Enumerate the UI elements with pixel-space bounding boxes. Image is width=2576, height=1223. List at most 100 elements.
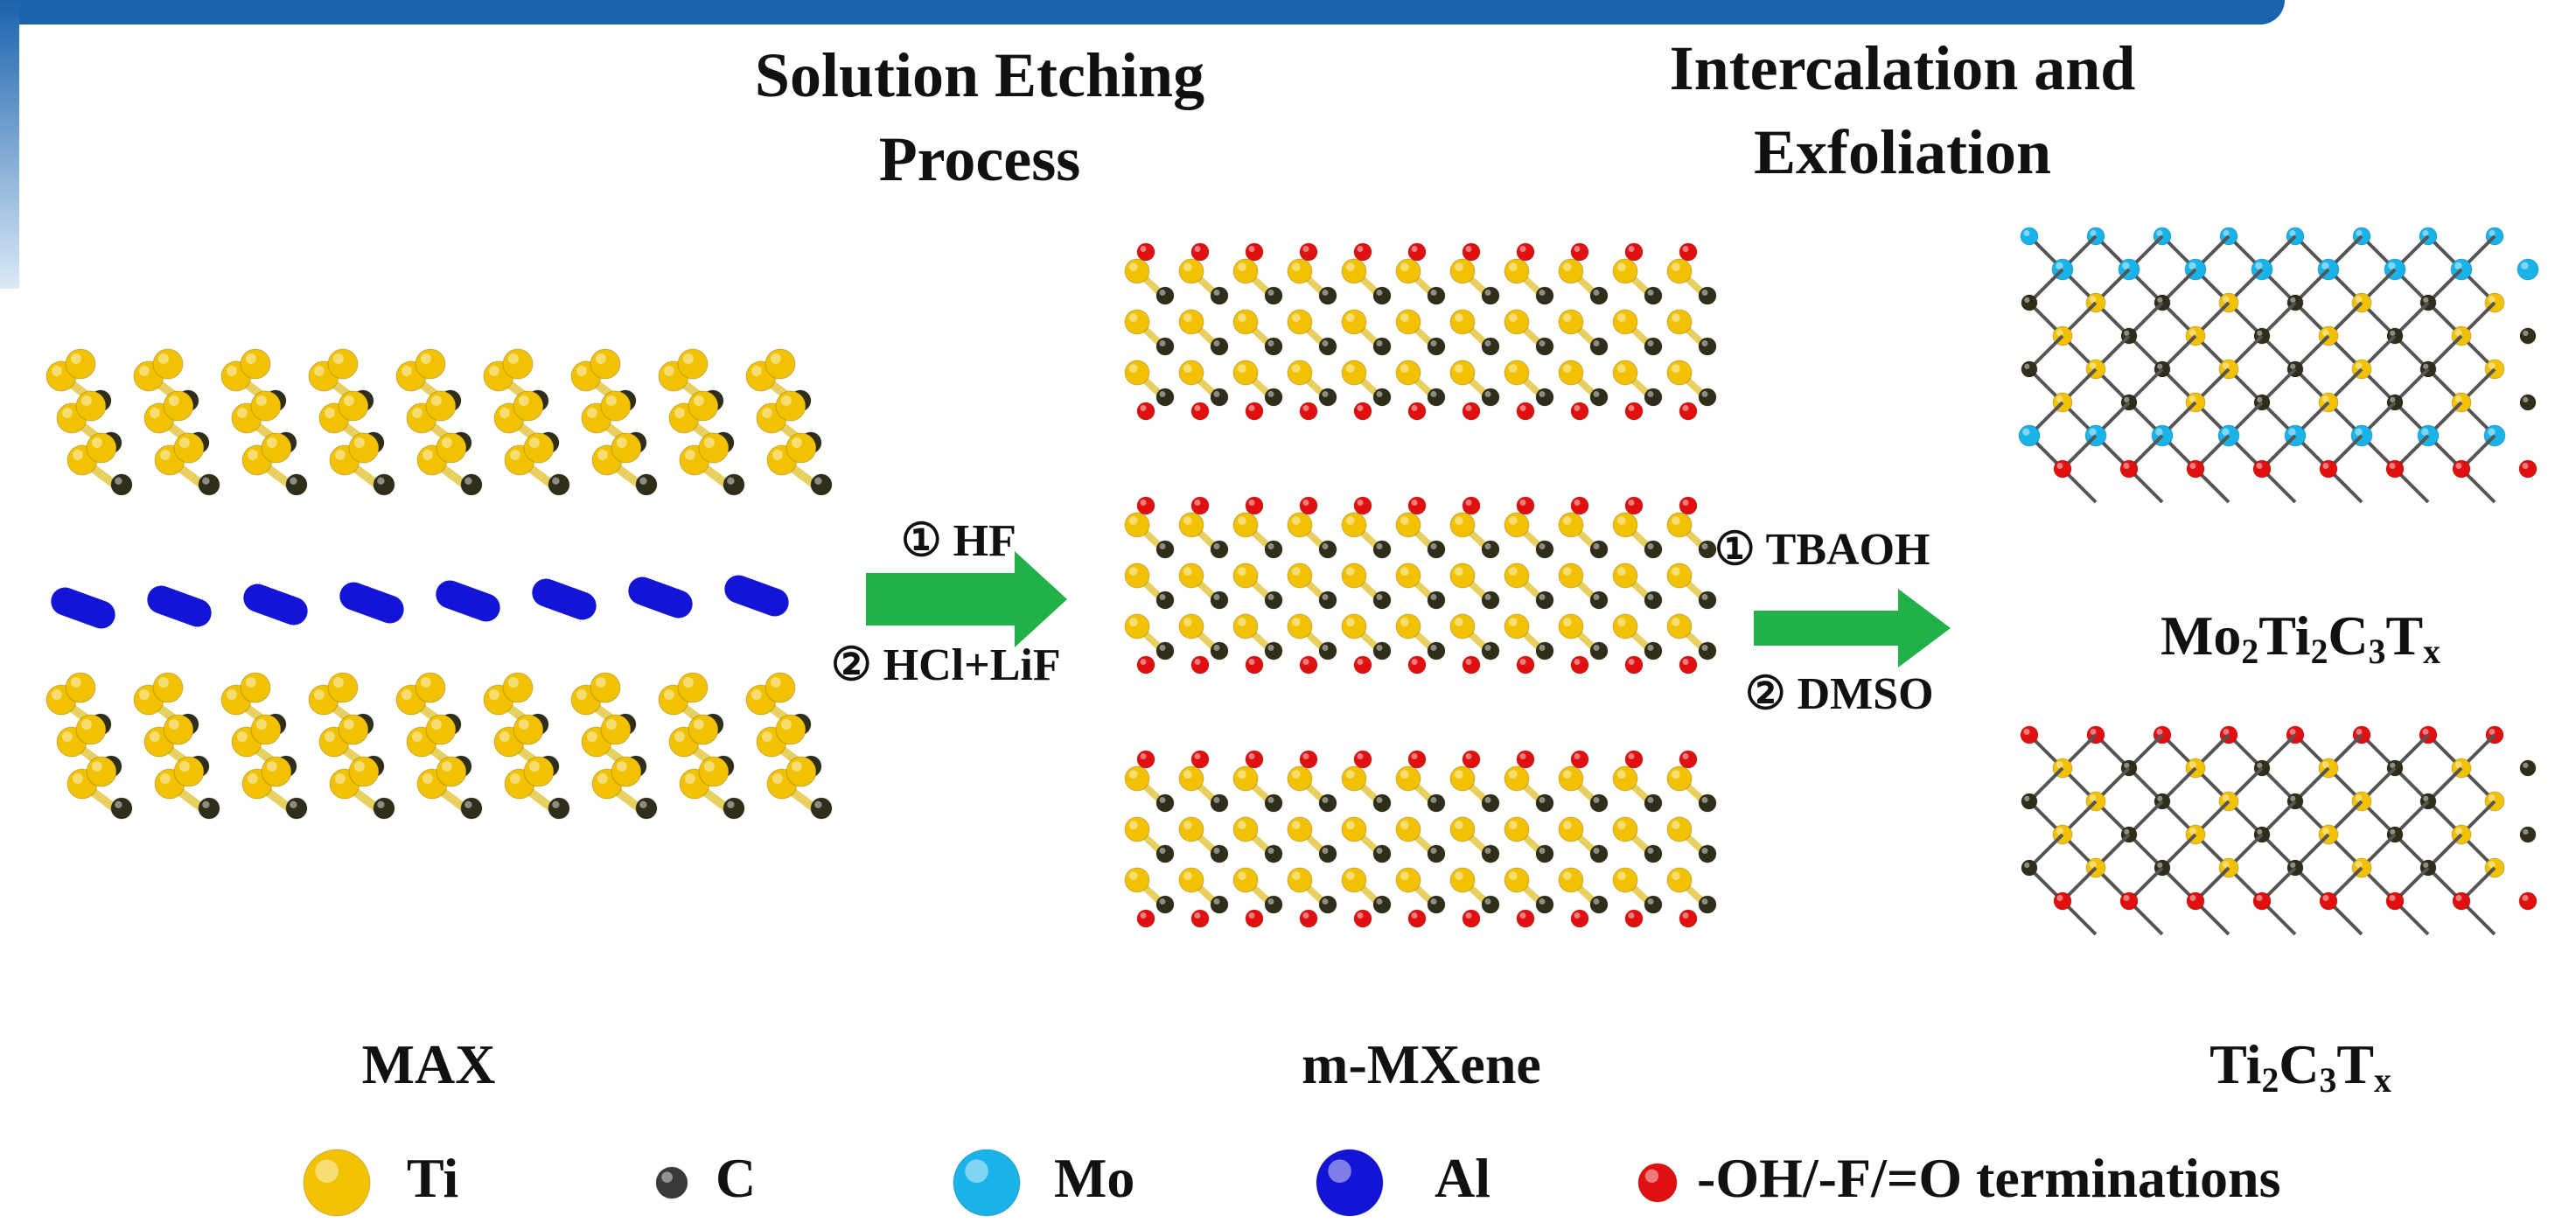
max-ti-atom — [240, 672, 271, 703]
ti2c3tx-lattice — [2020, 725, 2538, 936]
ti2c3tx-atom-highlight — [2124, 828, 2130, 835]
mxene-carbon-atom — [1589, 286, 1609, 305]
mxene-termination-atom — [1624, 496, 1644, 515]
mxene-carbon-atom — [1481, 641, 1500, 660]
mxene-carbon-atom-highlight — [1701, 594, 1708, 600]
mo2ti2c3tx-atom-highlight — [2157, 297, 2163, 303]
mxene-carbon-atom — [1372, 895, 1392, 914]
mxene-termination-atom — [1679, 496, 1698, 515]
mxene-ti-atom-highlight — [1616, 871, 1626, 880]
mxene-ti-atom — [1232, 512, 1259, 538]
step2-reagent-2: ② DMSO — [1745, 669, 1934, 719]
mxene-ti-atom-highlight — [1345, 618, 1355, 626]
mo2ti2c3tx-atom-highlight — [2290, 363, 2296, 369]
mxene-ti-atom — [1504, 258, 1530, 284]
max-carbon-atom — [723, 797, 745, 820]
mxene-carbon-atom-highlight — [1267, 645, 1274, 651]
ti2c3tx-atom-highlight — [2257, 762, 2263, 768]
max-carbon-atom-highlight — [639, 477, 647, 485]
mo2ti2c3tx-atom-highlight — [2222, 428, 2230, 436]
mxene-ti-atom-highlight — [1237, 567, 1246, 576]
ti2c3tx-atom-highlight — [2056, 828, 2063, 835]
max-ti-atom-highlight — [597, 450, 608, 460]
max-ti-atom-highlight — [80, 719, 92, 730]
max-ti-atom-highlight — [509, 450, 520, 460]
mxene-termination-atom — [1407, 655, 1427, 674]
mxene-termination-atom — [1624, 242, 1644, 262]
ti2c3tx-atom-highlight — [2157, 862, 2163, 868]
ti2c3tx-atom — [2021, 793, 2038, 810]
mxene-termination-atom-highlight — [1411, 405, 1418, 411]
mxene-ti-atom — [1124, 360, 1150, 386]
max-ti-atom — [600, 714, 632, 745]
mxene-termination-atom-highlight — [1628, 405, 1635, 411]
mxene-termination-atom-highlight — [1411, 659, 1418, 665]
mxene-termination-atom-highlight — [1194, 405, 1201, 411]
max-ti-atom-highlight — [684, 773, 695, 784]
mxene-termination-atom-highlight — [1194, 912, 1201, 919]
mxene-termination-atom — [1570, 496, 1589, 515]
mxene-carbon-atom-highlight — [1213, 848, 1220, 854]
legend-al-marker-highlight — [1328, 1159, 1351, 1183]
legend-mo-marker-highlight — [965, 1159, 988, 1183]
label-mxene: m-MXene — [1302, 1033, 1541, 1095]
max-ti-atom-highlight — [178, 761, 190, 772]
mxene-termination-atom — [1190, 655, 1210, 674]
mxene-termination-atom — [1299, 750, 1318, 769]
mxene-carbon-atom — [1698, 895, 1717, 914]
mxene-carbon-atom-highlight — [1376, 645, 1383, 651]
mxene-carbon-atom-highlight — [1322, 594, 1329, 600]
max-carbon-atom — [198, 797, 220, 820]
mxene-ti-atom-highlight — [1562, 567, 1572, 576]
mo2ti2c3tx-atom-highlight — [2023, 230, 2030, 236]
max-ti-atom — [261, 756, 292, 787]
mxene-ti-atom — [1558, 563, 1584, 589]
mxene-ti-atom-highlight — [1508, 262, 1518, 271]
mxene-carbon-atom-highlight — [1593, 848, 1600, 854]
mo2ti2c3tx-part: 3 — [2368, 632, 2386, 671]
max-ti-atom — [86, 432, 117, 464]
mxene-termination-atom-highlight — [1248, 405, 1255, 411]
mxene-carbon-atom — [1644, 844, 1663, 863]
max-ti-atom-highlight — [72, 773, 83, 784]
ti2c3tx-atom — [2319, 891, 2338, 911]
mo2ti2c3tx-part: C — [2328, 605, 2369, 667]
mxene-carbon-atom-highlight — [1159, 797, 1166, 803]
ti2c3tx-atom-highlight — [2056, 761, 2063, 769]
mxene-carbon-atom — [1155, 844, 1175, 863]
mxene-carbon-atom-highlight — [1159, 848, 1166, 854]
mo2ti2c3tx-atom-highlight — [2388, 262, 2396, 269]
max-carbon-atom-highlight — [464, 800, 472, 808]
mo2ti2c3tx-atom-highlight — [2124, 330, 2130, 336]
mxene-ti-atom-highlight — [1400, 618, 1409, 626]
mxene-termination-atom-highlight — [1628, 659, 1635, 665]
mxene-ti-atom-highlight — [1671, 618, 1680, 626]
mxene-carbon-atom — [1698, 286, 1717, 305]
mxene-termination-atom — [1516, 242, 1535, 262]
mxene-carbon-atom — [1481, 793, 1500, 813]
mo2ti2c3tx-lattice — [2018, 227, 2539, 504]
ti2c3tx-atom-highlight — [2089, 794, 2097, 802]
max-ti-atom-highlight — [236, 408, 248, 418]
mxene-ti-atom — [1504, 360, 1530, 386]
mxene-carbon-atom-highlight — [1213, 797, 1220, 803]
mxene-ti-atom — [1558, 816, 1584, 842]
ti2c3tx-atom-highlight — [2390, 762, 2396, 768]
max-ti-atom — [163, 714, 194, 745]
max-ti-atom-highlight — [595, 353, 606, 364]
mxene-carbon-atom-highlight — [1593, 645, 1600, 651]
mxene-ti-atom — [1395, 563, 1421, 589]
mxene-termination-atom-highlight — [1357, 246, 1364, 252]
max-ti-atom-highlight — [682, 353, 694, 364]
max-ti-atom-highlight — [518, 395, 529, 406]
mo2ti2c3tx-atom-highlight — [2356, 230, 2363, 236]
mxene-termination-atom-highlight — [1248, 659, 1255, 665]
ti2c3tx-atom-highlight — [2355, 861, 2363, 869]
mo2ti2c3tx-atom — [2119, 459, 2139, 479]
mo2ti2c3tx-atom-highlight — [2422, 230, 2429, 236]
ti2c3tx-atom — [2020, 725, 2039, 744]
mxene-ti-atom — [1124, 816, 1150, 842]
mxene-ti-atom-highlight — [1616, 618, 1626, 626]
mxene-termination-atom — [1516, 655, 1535, 674]
mxene-termination-atom-highlight — [1411, 912, 1418, 919]
